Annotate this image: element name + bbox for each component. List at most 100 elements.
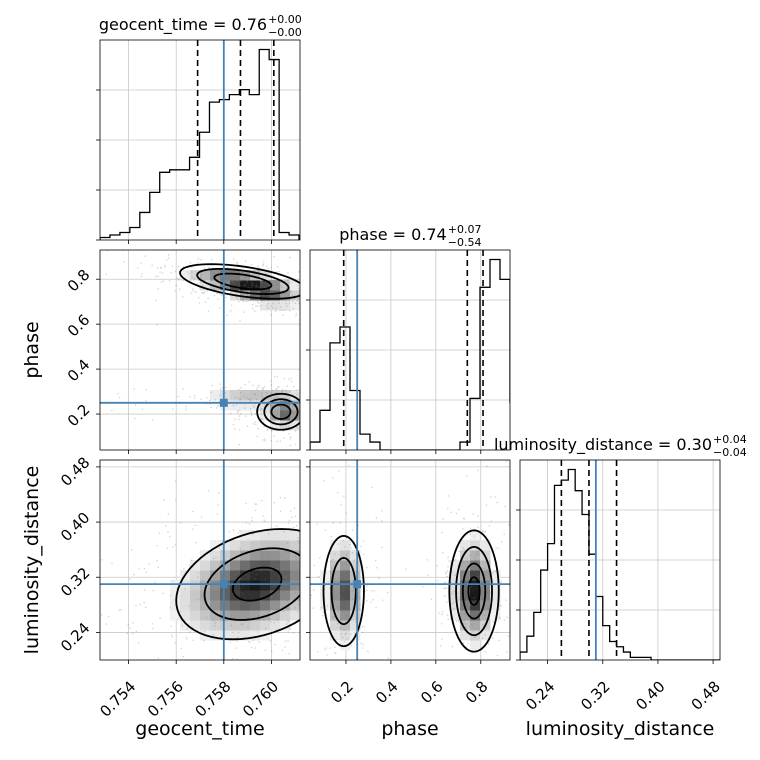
scatter-phase-vs-luminosity-distance-density-cell [480, 610, 491, 621]
scatter-phase-vs-luminosity-distance-density-cell [350, 620, 361, 631]
scatter-geocent-time-vs-luminosity-distance-density-cell [290, 610, 300, 621]
scatter-geocent-time-vs-luminosity-distance-density-cell [230, 620, 241, 631]
scatter-geocent-time-vs-phase-density-cell [230, 280, 241, 291]
scatter-geocent-time-vs-phase-density-cell [290, 390, 300, 401]
scatter-geocent-time-vs-luminosity-distance-density-cell [250, 540, 261, 551]
scatter-geocent-time-vs-luminosity-distance-density-cell [270, 600, 281, 611]
scatter-geocent-time-vs-luminosity-distance-density-cell [270, 540, 281, 551]
scatter-geocent-time-vs-phase-density-cell [190, 270, 201, 281]
scatter-geocent-time-vs-luminosity-distance-density-cell [170, 580, 181, 591]
scatter-geocent-time-vs-phase-density-cell [240, 390, 251, 401]
scatter-geocent-time-vs-luminosity-distance-density-cell [230, 580, 241, 591]
scatter-phase-vs-luminosity-distance-density-cell [470, 580, 481, 591]
scatter-geocent-time-vs-luminosity-distance-yticklabel-3: 0.48 [57, 453, 93, 489]
scatter-geocent-time-vs-luminosity-distance-density-cell [250, 590, 261, 601]
scatter-geocent-time-vs-luminosity-distance-density-cell [280, 610, 291, 621]
scatter-geocent-time-vs-luminosity-distance-density-cell [190, 570, 201, 581]
scatter-phase-vs-luminosity-distance-density-cell [470, 570, 481, 581]
hist-luminosity-distance-xticklabel-0: 0.24 [522, 677, 558, 713]
scatter-phase-vs-luminosity-distance-density-cell [490, 590, 501, 601]
scatter-geocent-time-vs-luminosity-distance-density-cell [210, 550, 221, 561]
scatter-geocent-time-vs-phase-density-cell [290, 280, 300, 291]
scatter-geocent-time-vs-luminosity-distance-density-cell [200, 580, 211, 591]
hist-luminosity-distance-panel: luminosity_distance = 0.30 +0.04−0.04 0.24… [494, 433, 747, 714]
scatter-geocent-time-vs-luminosity-distance-density-cell [260, 580, 271, 591]
scatter-geocent-time-vs-phase-density-cell [280, 280, 291, 291]
scatter-geocent-time-vs-phase-plot-area [105, 250, 300, 450]
hist-luminosity-distance-xticklabel-1: 0.32 [577, 677, 613, 713]
scatter-phase-vs-luminosity-distance-density-cell [320, 590, 331, 601]
hist-geocent-time-title: geocent_time = 0.76 [99, 15, 267, 35]
scatter-geocent-time-vs-phase-density-cell [210, 390, 221, 401]
scatter-geocent-time-vs-luminosity-distance-density-cell [190, 600, 201, 611]
scatter-geocent-time-vs-luminosity-distance-density-cell [240, 590, 251, 601]
scatter-geocent-time-vs-luminosity-distance-density-cell [230, 610, 241, 621]
scatter-geocent-time-vs-luminosity-distance-density-cell [210, 610, 221, 621]
scatter-geocent-time-vs-phase-density-cell [260, 400, 271, 411]
scatter-geocent-time-vs-luminosity-distance-density-cell [280, 600, 291, 611]
scatter-geocent-time-vs-luminosity-distance-density-cell [190, 590, 201, 601]
scatter-geocent-time-vs-luminosity-distance-density-cell [290, 560, 300, 571]
scatter-geocent-time-vs-luminosity-distance-samples [101, 480, 300, 660]
scatter-geocent-time-vs-luminosity-distance-xticklabel-0: 0.754 [96, 677, 139, 720]
scatter-phase-vs-luminosity-distance-density-cell [330, 570, 341, 581]
scatter-geocent-time-vs-luminosity-distance-density-cell [220, 620, 231, 631]
scatter-geocent-time-vs-luminosity-distance-density-cell [280, 550, 291, 561]
scatter-geocent-time-vs-phase-contour-0-0 [213, 272, 273, 291]
scatter-phase-vs-luminosity-distance-density-cell [340, 630, 351, 641]
scatter-phase-vs-luminosity-distance-density-cell [460, 560, 471, 571]
scatter-geocent-time-vs-luminosity-distance-density-cell [250, 560, 261, 571]
hist-geocent-time-title-upper-error: +0.00 [268, 13, 302, 26]
scatter-geocent-time-vs-phase-density-cell [280, 300, 291, 311]
scatter-phase-vs-luminosity-distance-density-cell [340, 550, 351, 561]
scatter-geocent-time-vs-luminosity-distance-density-cell [180, 620, 191, 631]
scatter-geocent-time-vs-phase-density-cell [260, 300, 271, 311]
scatter-geocent-time-vs-luminosity-distance-density-cell [260, 590, 271, 601]
scatter-phase-vs-luminosity-distance-density-cell [460, 610, 471, 621]
scatter-phase-vs-luminosity-distance-density-cell [320, 580, 331, 591]
scatter-phase-vs-luminosity-distance-density-cell [330, 580, 341, 591]
scatter-geocent-time-vs-luminosity-distance-density-cell [260, 550, 271, 561]
scatter-phase-vs-luminosity-distance-xticklabel-1: 0.4 [372, 677, 402, 707]
scatter-geocent-time-vs-luminosity-distance-density-cell [240, 550, 251, 561]
scatter-geocent-time-vs-luminosity-distance-contour-0-2 [175, 528, 300, 641]
scatter-geocent-time-vs-phase-density-cell [270, 290, 281, 301]
scatter-phase-vs-luminosity-distance-density-cell [490, 610, 501, 621]
scatter-geocent-time-vs-phase-density-cell [270, 300, 281, 311]
hist-geocent-time-frame [99, 39, 301, 241]
hist-phase-frame [309, 249, 511, 451]
scatter-geocent-time-vs-luminosity-distance-density-cell [220, 550, 231, 561]
scatter-geocent-time-vs-luminosity-distance-density-cell [270, 550, 281, 561]
scatter-geocent-time-vs-phase-density-cell [290, 410, 300, 421]
scatter-geocent-time-vs-phase-density-cell [270, 420, 281, 431]
scatter-geocent-time-vs-luminosity-distance-density-cell [260, 530, 271, 541]
scatter-geocent-time-vs-luminosity-distance-density-cell [200, 600, 211, 611]
scatter-geocent-time-vs-luminosity-distance-density-cell [290, 590, 300, 601]
scatter-geocent-time-vs-luminosity-distance-contour-0-0 [231, 566, 283, 602]
scatter-phase-vs-luminosity-distance-density-cell [450, 560, 461, 571]
scatter-geocent-time-vs-phase-contour-1-0 [270, 403, 292, 420]
scatter-geocent-time-vs-luminosity-distance-density-cell [270, 530, 281, 541]
scatter-geocent-time-vs-luminosity-distance-density-cell [200, 610, 211, 621]
scatter-geocent-time-vs-luminosity-distance-density-cell [240, 630, 251, 641]
scatter-geocent-time-vs-luminosity-distance-density-cell [240, 610, 251, 621]
scatter-phase-vs-luminosity-distance-density-cell [350, 560, 361, 571]
scatter-geocent-time-vs-luminosity-distance-xticklabel-1: 0.756 [144, 677, 187, 720]
scatter-geocent-time-vs-phase-contour-1-1 [263, 398, 299, 426]
scatter-geocent-time-vs-luminosity-distance-density-cell [250, 600, 261, 611]
scatter-phase-vs-luminosity-distance-density-cell [450, 610, 461, 621]
scatter-geocent-time-vs-luminosity-distance-density-cell [250, 530, 261, 541]
scatter-geocent-time-vs-luminosity-distance-density-cell [250, 570, 261, 581]
scatter-geocent-time-vs-luminosity-distance-density-cell [290, 580, 300, 591]
scatter-geocent-time-vs-luminosity-distance-density-cell [180, 610, 191, 621]
scatter-phase-vs-luminosity-distance-xticklabel-3: 0.8 [462, 677, 492, 707]
scatter-phase-vs-luminosity-distance-density-cell [350, 610, 361, 621]
scatter-geocent-time-vs-luminosity-distance-yticklabel-0: 0.24 [57, 619, 93, 655]
hist-phase-title-lower-error: −0.54 [448, 236, 482, 249]
scatter-geocent-time-vs-luminosity-distance-density-cell [270, 620, 281, 631]
scatter-geocent-time-vs-luminosity-distance-density-cell [200, 570, 211, 581]
scatter-geocent-time-vs-phase-density-cell [260, 280, 271, 291]
scatter-geocent-time-vs-phase-density-cell [220, 270, 231, 281]
scatter-geocent-time-vs-luminosity-distance-density-cell [220, 570, 231, 581]
scatter-geocent-time-vs-phase-density-cell [240, 290, 251, 301]
